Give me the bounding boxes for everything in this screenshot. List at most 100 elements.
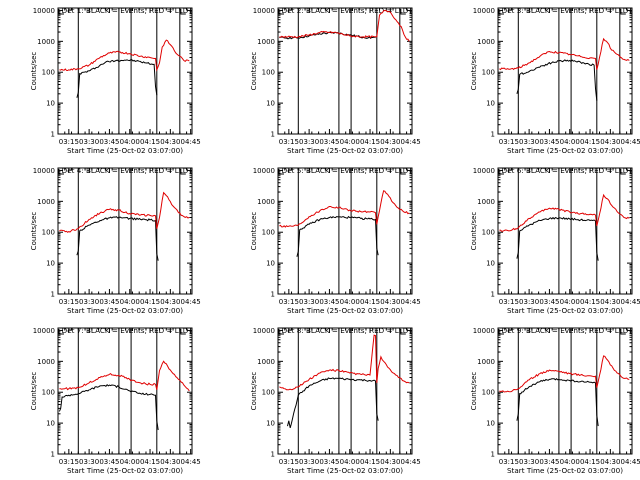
x-tick-label: 04:00 (340, 298, 360, 306)
x-tick-label: 03:30 (519, 298, 539, 306)
x-tick-label: 04:15 (580, 298, 600, 306)
y-tick-label: 10000 (253, 327, 275, 335)
y-tick-label: 10000 (33, 7, 55, 15)
x-tick-label: 03:30 (299, 298, 319, 306)
panel-det-7: Det 7: BLACK = Events, RED = LLD11010010… (30, 326, 201, 475)
y-tick-label: 1000 (477, 198, 495, 206)
corner-mark-right (180, 9, 186, 15)
panel-det-6: Det 6: BLACK = Events, RED = LLD11010010… (470, 166, 640, 315)
y-tick-label: 10 (266, 420, 275, 428)
x-tick-label: 04:00 (560, 298, 580, 306)
corner-mark-left (498, 169, 504, 175)
corner-mark-right (620, 9, 626, 15)
corner-mark-right (620, 169, 626, 175)
events-series-line (296, 215, 379, 257)
y-tick-label: 10000 (473, 327, 495, 335)
y-tick-label: 10000 (473, 7, 495, 15)
y-tick-label: 10000 (33, 167, 55, 175)
corner-mark-left (58, 329, 64, 335)
x-tick-label: 04:00 (340, 458, 360, 466)
corner-mark-left (498, 329, 504, 335)
events-series-line (76, 59, 158, 98)
x-tick-label: 04:15 (360, 298, 380, 306)
plot-frame (497, 7, 633, 135)
y-tick-label: 10 (46, 260, 55, 268)
corner-mark-right (400, 9, 406, 15)
y-tick-label: 100 (482, 69, 495, 77)
x-tick-label: 03:45 (319, 458, 339, 466)
y-tick-label: 100 (262, 229, 275, 237)
x-tick-label: 04:30 (600, 298, 620, 306)
x-tick-label: 04:00 (120, 298, 140, 306)
x-axis-label: Start Time (25-Oct-02 03:07:00) (67, 306, 183, 315)
plot-frame (57, 327, 193, 455)
x-tick-label: 04:45 (621, 458, 640, 466)
lld-series-line (59, 360, 190, 392)
x-axis-label: Start Time (25-Oct-02 03:07:00) (287, 146, 403, 155)
y-axis-label: Counts/sec (250, 212, 258, 251)
x-tick-label: 03:45 (99, 458, 119, 466)
corner-mark-right (180, 329, 186, 335)
y-tick-label: 1000 (37, 38, 55, 46)
events-series-line (287, 377, 379, 429)
corner-mark-left (278, 169, 284, 175)
y-axis-label: Counts/sec (470, 372, 478, 411)
x-tick-label: 03:15 (499, 138, 519, 146)
corner-mark-left (58, 169, 64, 175)
x-tick-label: 03:30 (299, 458, 319, 466)
corner-mark-left (278, 9, 284, 15)
x-tick-label: 04:30 (160, 458, 180, 466)
x-tick-label: 04:30 (600, 458, 620, 466)
x-tick-label: 03:45 (539, 458, 559, 466)
y-tick-label: 100 (262, 389, 275, 397)
y-tick-label: 1000 (257, 38, 275, 46)
x-tick-label: 03:15 (499, 458, 519, 466)
x-tick-label: 03:15 (499, 298, 519, 306)
y-tick-label: 1 (51, 131, 55, 139)
plot-frame (497, 167, 633, 295)
y-tick-label: 10 (46, 100, 55, 108)
x-tick-label: 04:15 (140, 138, 160, 146)
y-axis-label: Counts/sec (30, 52, 38, 91)
x-tick-label: 04:30 (380, 138, 400, 146)
x-tick-label: 03:15 (59, 298, 79, 306)
y-tick-label: 1 (491, 131, 495, 139)
x-tick-label: 04:30 (380, 298, 400, 306)
x-tick-label: 04:00 (120, 138, 140, 146)
x-tick-label: 04:15 (580, 138, 600, 146)
plot-frame (57, 7, 193, 135)
y-axis-label: Counts/sec (250, 372, 258, 411)
x-tick-label: 03:45 (539, 138, 559, 146)
x-tick-label: 03:30 (79, 458, 99, 466)
y-tick-label: 1 (271, 131, 275, 139)
y-tick-label: 10 (46, 420, 55, 428)
panel-det-9: Det 9: BLACK = Events, RED = LLD11010010… (470, 326, 640, 475)
x-tick-label: 03:45 (539, 298, 559, 306)
x-tick-label: 04:15 (140, 458, 160, 466)
x-tick-label: 04:15 (360, 138, 380, 146)
x-tick-label: 04:45 (401, 298, 421, 306)
plot-frame (277, 327, 413, 455)
x-tick-label: 04:00 (340, 138, 360, 146)
panel-det-5: Det 5: BLACK = Events, RED = LLD11010010… (250, 166, 421, 315)
y-tick-label: 100 (482, 229, 495, 237)
x-axis-label: Start Time (25-Oct-02 03:07:00) (67, 466, 183, 475)
x-tick-label: 03:30 (79, 298, 99, 306)
x-tick-label: 04:00 (560, 458, 580, 466)
x-tick-label: 03:45 (319, 298, 339, 306)
corner-mark-right (400, 329, 406, 335)
x-tick-label: 04:30 (380, 458, 400, 466)
y-tick-label: 100 (42, 389, 55, 397)
corner-mark-left (278, 329, 284, 335)
y-tick-label: 1000 (37, 198, 55, 206)
y-tick-label: 1 (491, 291, 495, 299)
lld-series-line (499, 37, 630, 71)
y-tick-label: 100 (482, 389, 495, 397)
y-tick-label: 10000 (33, 327, 55, 335)
y-tick-label: 1000 (37, 358, 55, 366)
y-tick-label: 1000 (257, 358, 275, 366)
x-tick-label: 03:30 (299, 138, 319, 146)
x-axis-label: Start Time (25-Oct-02 03:07:00) (287, 306, 403, 315)
lld-series-line (59, 39, 190, 72)
